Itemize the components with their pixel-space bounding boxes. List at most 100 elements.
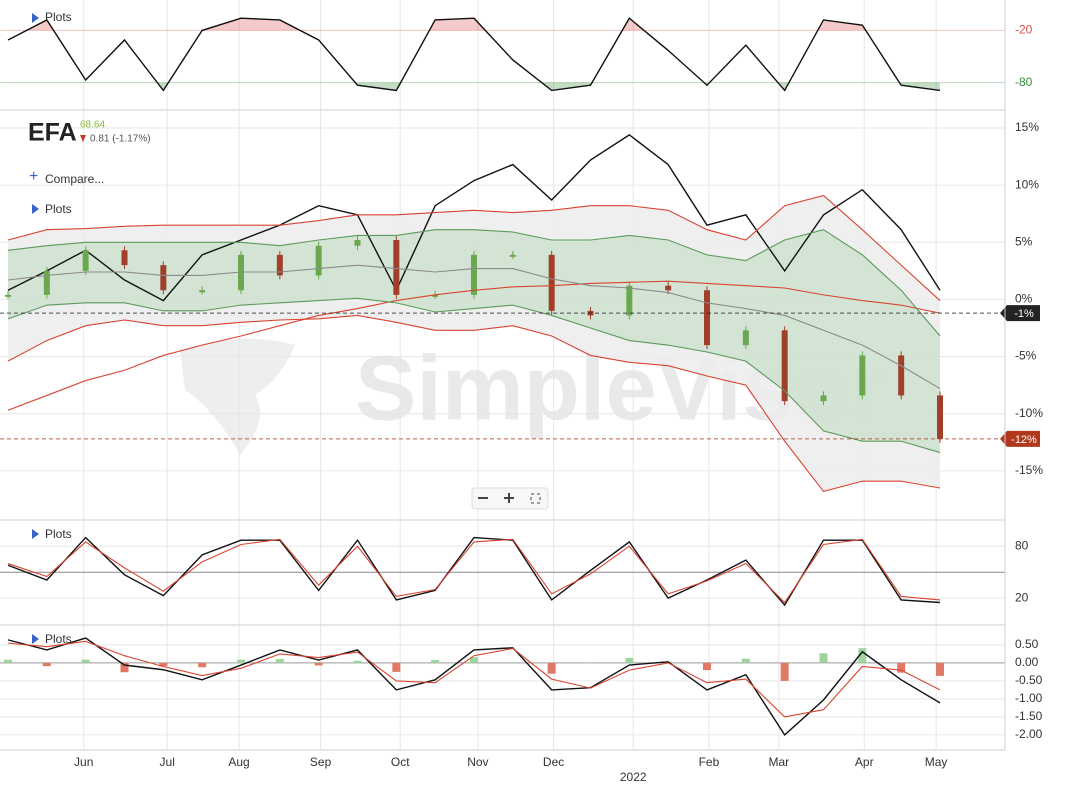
histogram-bar: [314, 662, 323, 666]
series-line: [7, 536, 941, 607]
threshold-fill: [8, 18, 940, 31]
plots-button[interactable]: Plots: [45, 632, 72, 646]
y-tick-label: -0.50: [1015, 673, 1043, 687]
overlay: Plots EFA 68.64 0.81 (-1.17%) + Compare.…: [28, 10, 549, 646]
series-line: [7, 194, 941, 301]
series-line: [7, 640, 941, 718]
candle: [199, 290, 206, 293]
candle: [82, 250, 89, 271]
zoom-in[interactable]: [508, 493, 510, 503]
candle: [276, 254, 283, 276]
price-badge: [1000, 305, 1040, 322]
series-line: [7, 134, 941, 302]
candle: [354, 240, 361, 246]
down-arrow: [80, 135, 86, 142]
plots-icon[interactable]: [32, 529, 39, 539]
zoom-reset[interactable]: [530, 493, 541, 504]
y-tick-label: 0%: [1015, 292, 1033, 306]
last-price: 68.64: [80, 120, 105, 131]
candle: [509, 254, 516, 257]
y-tick-label: 80: [1015, 538, 1029, 552]
x-tick-label: 2022: [620, 770, 647, 784]
plots-icon[interactable]: [32, 204, 39, 214]
candle: [5, 294, 11, 297]
symbol: EFA: [28, 119, 77, 147]
histogram-bar: [703, 662, 711, 671]
plots-icon[interactable]: [32, 634, 39, 644]
y-tick-label: -10%: [1015, 406, 1043, 420]
candle: [121, 250, 128, 266]
zoom-out[interactable]: [478, 497, 488, 499]
series-line: [7, 17, 941, 92]
watermark-logo: [180, 338, 295, 455]
x-tick-label: Feb: [699, 755, 720, 769]
candle: [820, 395, 827, 402]
y-tick-label: 0.50: [1015, 637, 1039, 651]
histogram-bar: [741, 658, 750, 663]
price-badge: [1000, 430, 1040, 447]
y-tick-label: -80: [1015, 75, 1033, 89]
candle: [315, 245, 322, 276]
histogram-bar: [780, 662, 789, 681]
candle: [432, 294, 439, 297]
histogram-bar: [392, 662, 401, 672]
candle: [742, 330, 749, 346]
x-tick-label: Mar: [769, 755, 790, 769]
y-tick-label: -1.00: [1015, 691, 1043, 705]
x-tick-label: Aug: [228, 755, 249, 769]
plots-button[interactable]: Plots: [45, 527, 72, 541]
x-tick-label: Dec: [543, 755, 564, 769]
candle: [548, 254, 555, 311]
histogram-bar: [819, 653, 828, 663]
histogram-bar: [4, 659, 12, 663]
series-line: [7, 297, 941, 454]
candle: [626, 285, 633, 316]
y-tick-label: 10%: [1015, 177, 1039, 191]
histogram-bar: [159, 662, 168, 667]
series-line: [7, 229, 941, 337]
candle: [471, 254, 477, 295]
candle: [160, 265, 167, 291]
candle: [393, 240, 400, 295]
series-line: [7, 280, 941, 411]
candle: [859, 355, 866, 396]
price-badge-label: -1%: [1014, 308, 1034, 320]
plots-button[interactable]: Plots: [45, 202, 72, 216]
x-tick-label: Sep: [310, 755, 332, 769]
y-tick-label: -1.50: [1015, 709, 1043, 723]
histogram-bar: [508, 662, 517, 663]
histogram-bar: [431, 660, 440, 663]
series-line: [7, 538, 941, 604]
compare-icon[interactable]: +: [29, 168, 38, 185]
histogram-bar: [353, 660, 362, 663]
histogram-bar: [897, 662, 906, 673]
series-line: [7, 314, 941, 493]
candle: [937, 395, 943, 439]
histogram-bar: [237, 659, 245, 663]
x-tick-label: Oct: [391, 755, 410, 769]
y-tick-label: 0.00: [1015, 655, 1039, 669]
x-tick-label: Jul: [160, 755, 175, 769]
zoom-controls: [471, 487, 549, 510]
histogram-bar: [470, 657, 478, 663]
y-tick-label: -15%: [1015, 463, 1043, 477]
y-tick-label: 20: [1015, 590, 1029, 604]
y-tick-label: 5%: [1015, 234, 1033, 248]
plots-icon[interactable]: [32, 13, 39, 23]
candle: [238, 254, 244, 291]
histogram-bar: [42, 662, 51, 667]
histogram-bar: [547, 662, 556, 674]
histogram-bar: [120, 662, 129, 673]
x-tick-label: Nov: [467, 755, 488, 769]
histogram-bar: [936, 662, 944, 676]
histogram-bar: [81, 659, 90, 663]
compare-button[interactable]: Compare...: [45, 172, 104, 186]
x-tick-label: Apr: [855, 755, 874, 769]
plots-button[interactable]: Plots: [45, 10, 72, 24]
y-tick-label: 15%: [1015, 120, 1039, 134]
y-tick-label: -2.00: [1015, 727, 1043, 741]
x-tick-label: Jun: [74, 755, 93, 769]
price-badge-label: -12%: [1011, 434, 1037, 446]
candle: [704, 290, 710, 346]
